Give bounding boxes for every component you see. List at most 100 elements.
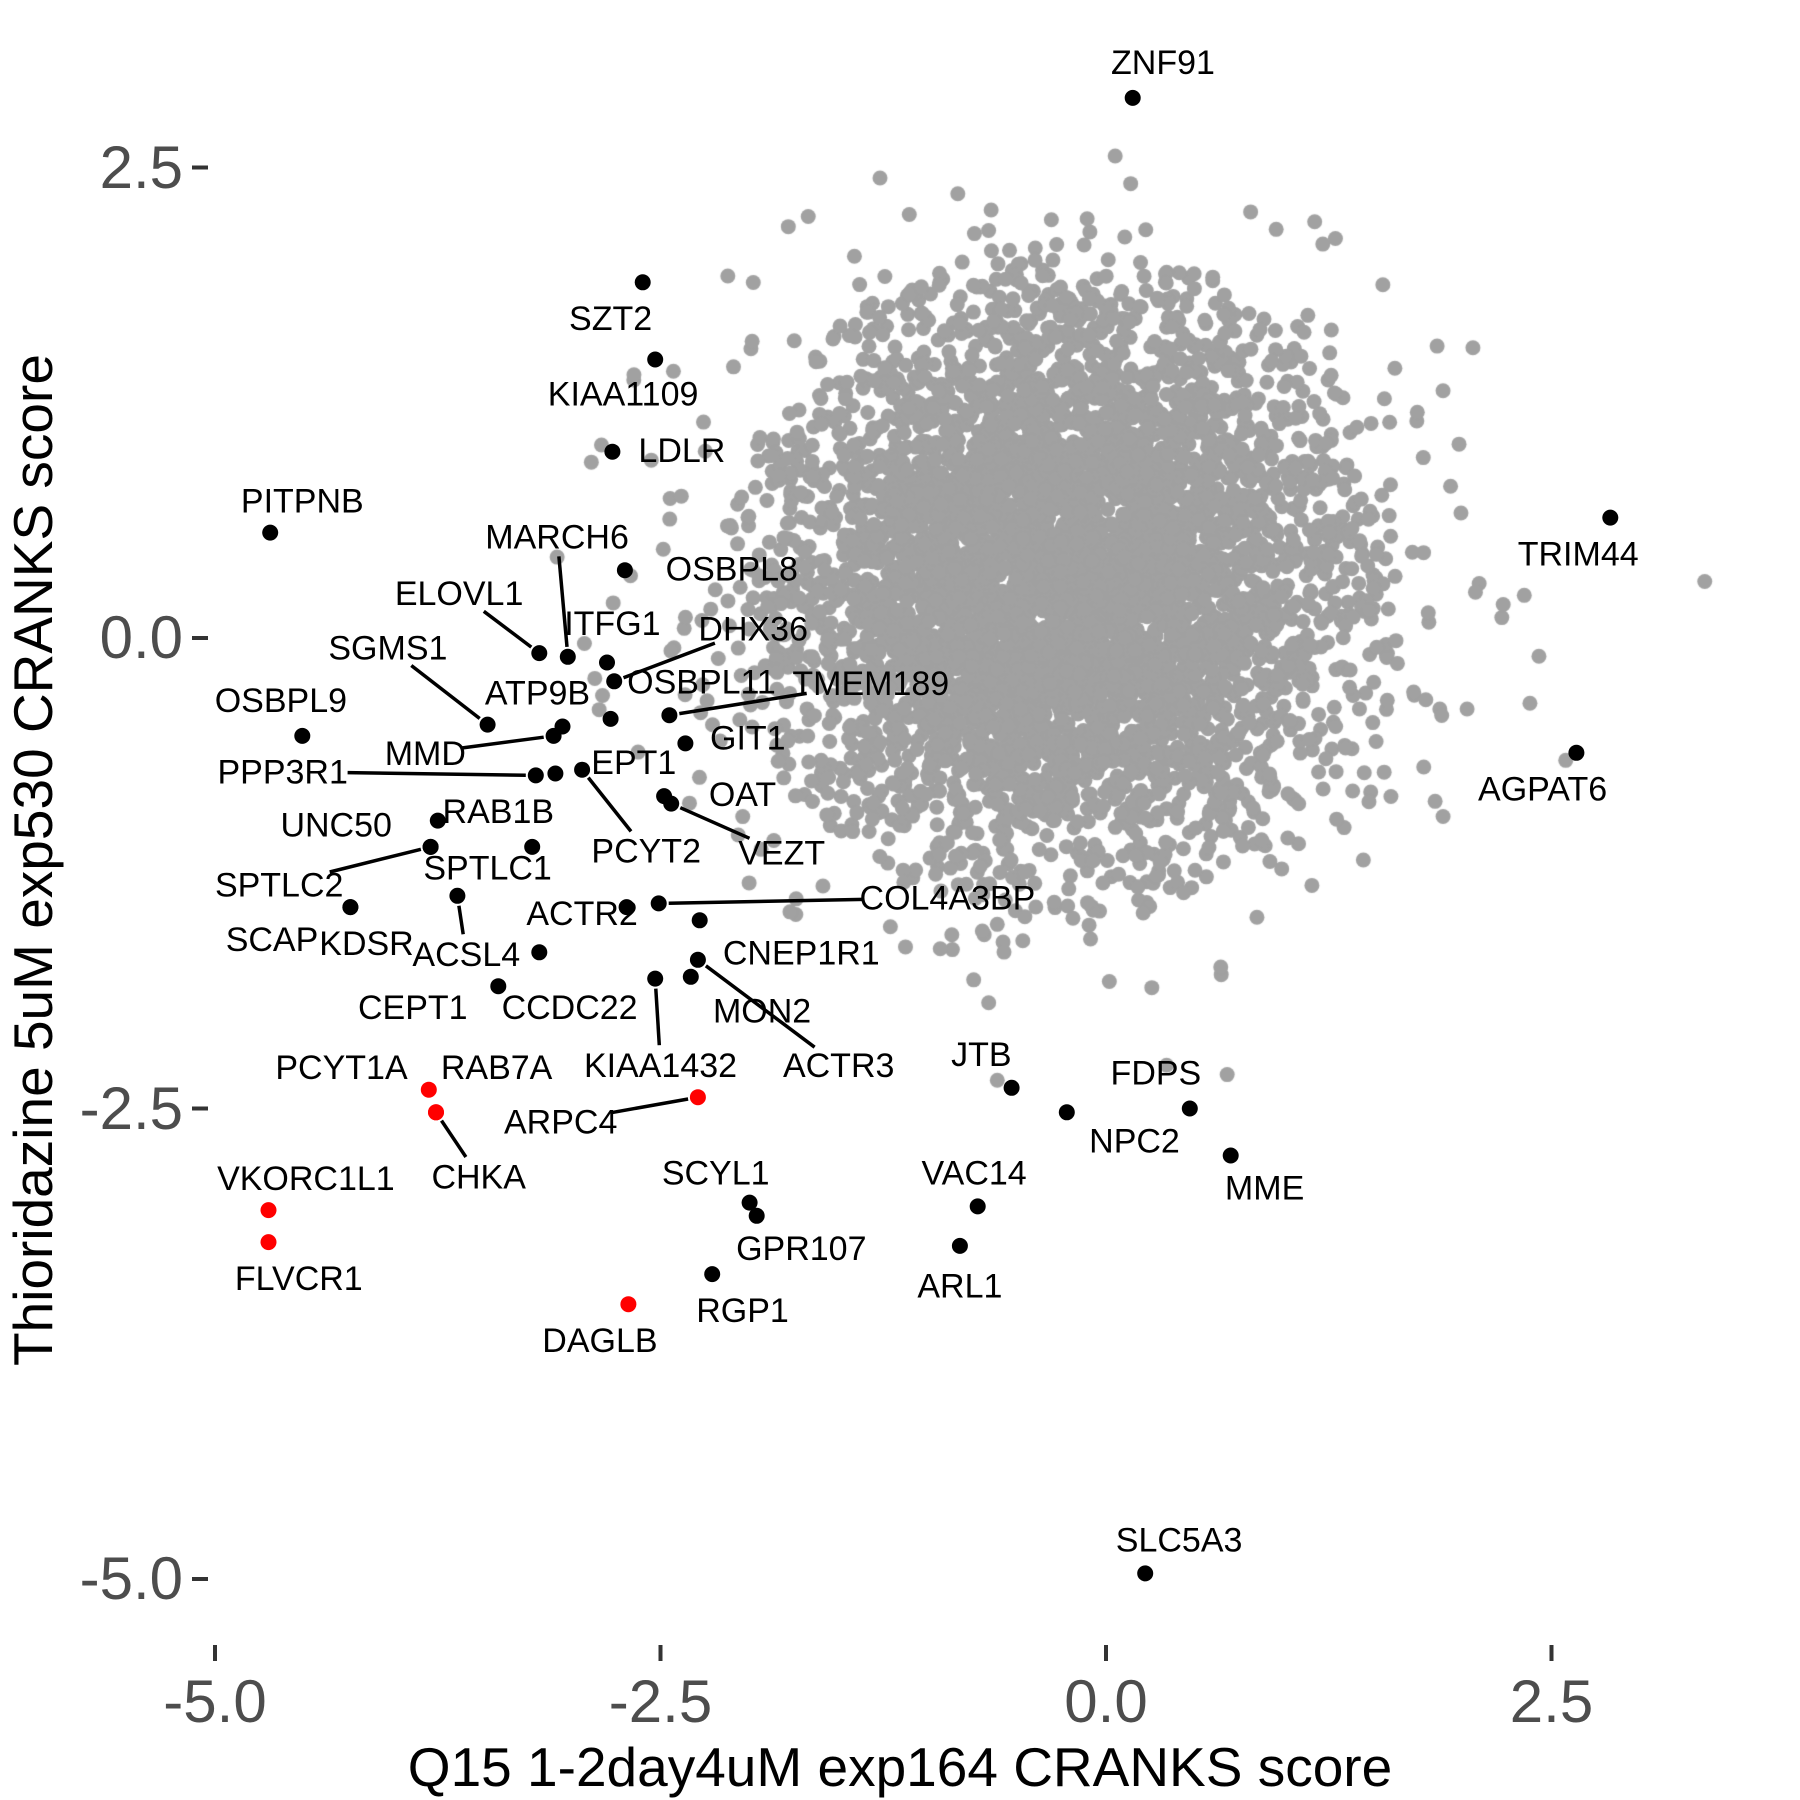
- gene-label-SCAP: SCAP: [226, 921, 319, 959]
- gene-point-SPTLC1: [524, 838, 541, 855]
- gene-point-JTB: [1003, 1079, 1020, 1096]
- gene-label-SLC5A3: SLC5A3: [1116, 1522, 1243, 1560]
- gene-segment-PCYT2: [586, 776, 633, 833]
- gene-label-VKORC1L1: VKORC1L1: [217, 1160, 395, 1198]
- label-segments-layer: [329, 556, 864, 1158]
- y-tick-label: 0.0: [100, 604, 183, 671]
- gene-label-MME: MME: [1225, 1170, 1304, 1208]
- gene-label-PPP3R1: PPP3R1: [217, 754, 347, 792]
- gene-segment-ARPC4: [610, 1097, 689, 1115]
- gene-point-GIT1: [677, 735, 694, 752]
- x-tick-label: -2.5: [609, 1668, 712, 1735]
- y-tick-label: -5.0: [80, 1545, 183, 1612]
- gene-label-CCDC22: CCDC22: [502, 989, 638, 1027]
- gene-label-PCYT2: PCYT2: [591, 833, 701, 871]
- gene-label-ARPC4: ARPC4: [504, 1104, 617, 1142]
- gene-point-SZT2: [634, 274, 651, 291]
- gene-segment-VEZT: [679, 806, 751, 840]
- gene-label-CHKA: CHKA: [431, 1158, 526, 1196]
- gene-point-GPR107: [748, 1207, 765, 1224]
- gene-point-ITFG1: [599, 654, 615, 671]
- gene-point-MMD: [545, 727, 562, 744]
- gene-label-UNC50: UNC50: [280, 806, 391, 844]
- gene-label-OAT: OAT: [709, 776, 776, 814]
- gene-point-ARPC4: [689, 1089, 706, 1106]
- gene-label-MON2: MON2: [713, 993, 811, 1031]
- gene-label-RGP1: RGP1: [696, 1292, 789, 1330]
- gene-segment-COL4A3BP: [668, 897, 864, 905]
- gene-segment-KIAA1432: [654, 988, 662, 1046]
- gene-point-OSBPL8: [616, 562, 633, 579]
- gene-label-OSBPL8: OSBPL8: [666, 550, 798, 588]
- gene-point-PCYT1A: [420, 1081, 437, 1098]
- gene-point-MME: [1222, 1147, 1239, 1164]
- gene-segment-TMEM189: [679, 691, 807, 716]
- gene-label-MMD: MMD: [385, 735, 466, 773]
- gene-label-JTB: JTB: [951, 1036, 1011, 1074]
- gene-label-ELOVL1: ELOVL1: [395, 575, 524, 613]
- gene-point-EPT1: [547, 765, 564, 782]
- gene-point-TMEM189: [661, 707, 678, 724]
- gene-segment-SPTLC2: [329, 847, 422, 874]
- x-tick-label: -5.0: [163, 1668, 266, 1735]
- gene-point-SPTLC2: [422, 838, 439, 855]
- y-axis-ticks: [192, 165, 208, 1581]
- gene-segment-MMD: [460, 735, 544, 750]
- gene-point-ZNF91: [1124, 89, 1141, 106]
- gene-label-LDLR: LDLR: [638, 432, 725, 470]
- gene-label-OSBPL9: OSBPL9: [215, 682, 347, 720]
- gene-point-PITPNB: [262, 524, 279, 541]
- gene-point-ELOVL1: [531, 645, 548, 662]
- y-axis-title: Thioridazine 5uM exp530 CRANKS score: [2, 354, 64, 1366]
- gene-point-FDPS: [1181, 1100, 1198, 1117]
- gene-point-CNEP1R1: [691, 912, 708, 929]
- gene-label-TMEM189: TMEM189: [792, 665, 949, 703]
- gene-point-VEZT: [663, 795, 680, 812]
- gene-label-SPTLC1: SPTLC1: [423, 850, 552, 888]
- gene-label-SZT2: SZT2: [569, 300, 652, 338]
- gene-label-DHX36: DHX36: [698, 611, 808, 649]
- gene-label-KIAA1109: KIAA1109: [548, 375, 699, 413]
- gene-segment-MARCH6: [557, 556, 569, 648]
- gene-point-PPP3R1: [527, 767, 544, 784]
- x-tick-label: 2.5: [1510, 1668, 1593, 1735]
- gene-point-VKORC1L1: [260, 1202, 277, 1219]
- gene-label-COL4A3BP: COL4A3BP: [860, 880, 1036, 918]
- gene-label-TRIM44: TRIM44: [1518, 535, 1639, 573]
- gene-label-RAB1B: RAB1B: [443, 793, 555, 831]
- gene-point-ACSL4: [449, 887, 466, 904]
- gene-point-KDSR: [342, 899, 359, 916]
- gene-label-OSBPL11: OSBPL11: [627, 663, 776, 701]
- gene-segment-PPP3R1: [347, 770, 526, 777]
- gene-label-VAC14: VAC14: [921, 1155, 1026, 1193]
- gene-label-GPR107: GPR107: [736, 1230, 866, 1268]
- gene-label-SPTLC2: SPTLC2: [215, 867, 344, 905]
- gene-point-SGMS1: [479, 716, 496, 733]
- gene-label-VEZT: VEZT: [738, 835, 825, 873]
- gene-point-CHKA: [428, 1104, 444, 1121]
- gene-label-ACTR3: ACTR3: [783, 1047, 894, 1085]
- gene-segment-ELOVL1: [482, 609, 533, 649]
- gene-point-NPC2: [1058, 1104, 1075, 1121]
- gene-point-SLC5A3: [1137, 1565, 1154, 1582]
- gene-point-ARL1: [951, 1237, 968, 1254]
- gene-label-AGPAT6: AGPAT6: [1478, 771, 1607, 809]
- gene-label-ACSL4: ACSL4: [412, 936, 520, 974]
- y-tick-label: 2.5: [100, 134, 183, 201]
- gene-segment-ACSL4: [457, 905, 465, 935]
- gene-label-EPT1: EPT1: [591, 744, 676, 782]
- gene-point-SCYL1: [741, 1194, 758, 1211]
- gene-point-ACTR3: [689, 951, 706, 968]
- gene-label-SCYL1: SCYL1: [662, 1155, 770, 1193]
- gene-point-COL4A3BP: [650, 895, 667, 912]
- gene-label-CNEP1R1: CNEP1R1: [723, 934, 880, 972]
- gene-label-ATP9B: ATP9B: [485, 675, 590, 713]
- x-axis-ticks: [213, 1645, 1554, 1661]
- gene-point-VAC14: [969, 1198, 986, 1215]
- gene-label-MARCH6: MARCH6: [485, 518, 629, 556]
- gene-point-PCYT2: [574, 761, 591, 778]
- gene-point-RGP1: [704, 1266, 721, 1283]
- gene-point-MARCH6: [559, 648, 576, 665]
- gene-point-OSBPL9: [294, 727, 311, 744]
